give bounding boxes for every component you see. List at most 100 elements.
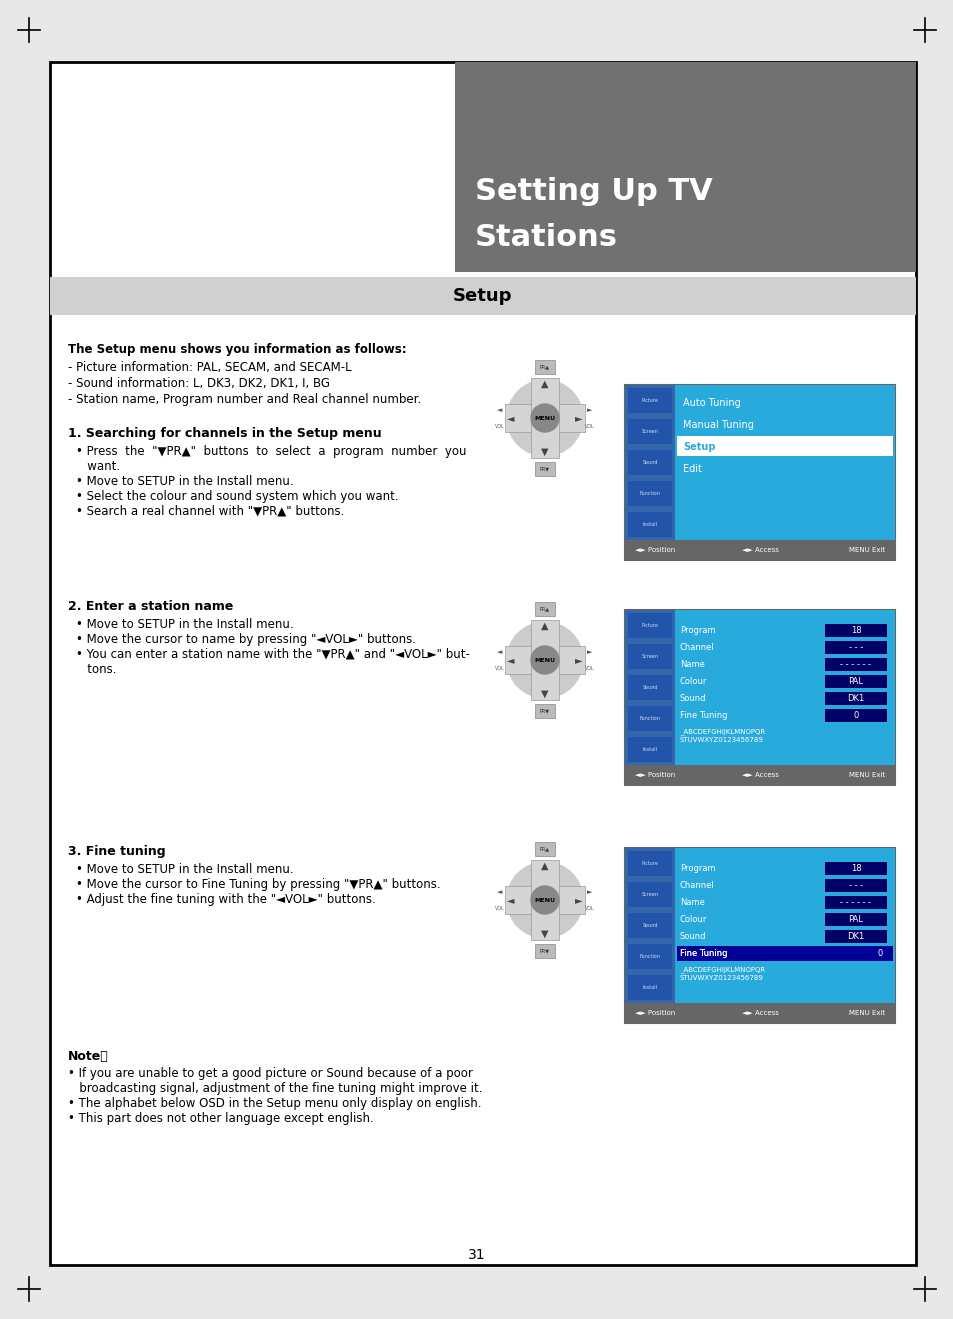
Text: broadcasting signal, adjustment of the fine tuning might improve it.: broadcasting signal, adjustment of the f… (68, 1082, 482, 1095)
Text: ◄► Access: ◄► Access (740, 1010, 778, 1016)
Text: _ABCDEFGHIJKLMNOPQR: _ABCDEFGHIJKLMNOPQR (679, 728, 764, 735)
Circle shape (506, 623, 582, 698)
Text: _ABCDEFGHIJKLMNOPQR: _ABCDEFGHIJKLMNOPQR (679, 966, 764, 972)
Bar (627, 882, 671, 907)
Text: - - -: - - - (848, 881, 862, 890)
Text: Edit: Edit (682, 464, 701, 474)
Bar (627, 944, 671, 969)
Text: Screen: Screen (640, 429, 658, 434)
Text: Colour: Colour (679, 915, 706, 925)
Text: MENU: MENU (534, 415, 555, 421)
Bar (624, 609, 894, 785)
Bar (624, 539, 894, 561)
Text: STUVWXYZ0123456789: STUVWXYZ0123456789 (679, 975, 763, 981)
Text: ◄: ◄ (497, 649, 502, 656)
Text: ►: ► (587, 649, 592, 656)
Text: ◄: ◄ (507, 413, 515, 423)
Text: PR▼: PR▼ (539, 708, 550, 714)
Text: VOL: VOL (584, 666, 595, 670)
Text: PR▼: PR▼ (539, 467, 550, 471)
Bar (535, 944, 555, 958)
Text: • The alphabet below OSD in the Setup menu only display on english.: • The alphabet below OSD in the Setup me… (68, 1097, 481, 1111)
Bar (624, 1002, 894, 1024)
Bar (824, 641, 886, 654)
Text: VOL: VOL (495, 423, 504, 429)
Bar (531, 860, 558, 940)
Text: • Move to SETUP in the Install menu.: • Move to SETUP in the Install menu. (76, 863, 294, 876)
Text: ▼: ▼ (540, 689, 548, 699)
Text: ◄: ◄ (507, 896, 515, 905)
Text: - Sound information: L, DK3, DK2, DK1, I, BG: - Sound information: L, DK3, DK2, DK1, I… (68, 377, 330, 390)
Text: Picture: Picture (640, 623, 658, 628)
Text: VOL: VOL (495, 666, 504, 670)
Bar (504, 404, 584, 433)
Text: Fine Tuning: Fine Tuning (679, 711, 727, 720)
Bar (535, 462, 555, 476)
Bar (535, 704, 555, 718)
Bar (675, 848, 894, 1002)
Bar (504, 646, 584, 674)
Bar (50, 277, 915, 315)
Text: • Select the colour and sound system which you want.: • Select the colour and sound system whi… (76, 489, 398, 503)
Text: ▼: ▼ (540, 929, 548, 939)
Bar (624, 848, 675, 1024)
Text: ▼: ▼ (540, 447, 548, 456)
Bar (624, 385, 675, 561)
Bar (535, 601, 555, 616)
Text: 1. Searching for channels in the Setup menu: 1. Searching for channels in the Setup m… (68, 427, 381, 441)
Text: 2. Enter a station name: 2. Enter a station name (68, 600, 233, 613)
Text: Colour: Colour (679, 677, 706, 686)
Text: VOL: VOL (584, 906, 595, 910)
Text: ◄: ◄ (507, 656, 515, 665)
Bar (624, 765, 894, 785)
Text: Channel: Channel (679, 642, 714, 652)
Text: • Move to SETUP in the Install menu.: • Move to SETUP in the Install menu. (76, 475, 294, 488)
Text: ◄► Position: ◄► Position (635, 1010, 675, 1016)
Bar (824, 692, 886, 704)
Bar (675, 609, 894, 765)
Text: Fine Tuning: Fine Tuning (679, 948, 727, 958)
Circle shape (531, 404, 558, 433)
Bar (535, 360, 555, 375)
Bar (627, 388, 671, 413)
Text: 18: 18 (850, 864, 861, 873)
Circle shape (506, 863, 582, 938)
Text: 18: 18 (850, 627, 861, 634)
Text: PR▼: PR▼ (539, 948, 550, 954)
Bar (824, 878, 886, 892)
Bar (677, 946, 892, 962)
Text: ◄: ◄ (497, 889, 502, 896)
Text: - Station name, Program number and Real channel number.: - Station name, Program number and Real … (68, 393, 421, 406)
Text: Function: Function (639, 716, 659, 721)
Bar (627, 706, 671, 731)
Bar (627, 419, 671, 445)
Text: STUVWXYZ0123456789: STUVWXYZ0123456789 (679, 737, 763, 743)
Bar (627, 913, 671, 938)
Text: Channel: Channel (679, 881, 714, 890)
Text: • If you are unable to get a good picture or Sound because of a poor: • If you are unable to get a good pictur… (68, 1067, 473, 1080)
Text: Sound: Sound (641, 685, 657, 690)
Bar (627, 675, 671, 700)
Bar (531, 379, 558, 458)
Text: 3. Fine tuning: 3. Fine tuning (68, 845, 166, 857)
Text: Install: Install (642, 985, 657, 991)
Bar (504, 886, 584, 914)
Text: PAL: PAL (847, 677, 862, 686)
Text: Function: Function (639, 954, 659, 959)
Circle shape (506, 380, 582, 456)
Text: • Move the cursor to name by pressing "◄VOL►" buttons.: • Move the cursor to name by pressing "◄… (76, 633, 416, 646)
Text: ►: ► (575, 656, 582, 665)
Bar (675, 385, 894, 539)
Text: • You can enter a station name with the "▼PR▲" and "◄VOL►" but-: • You can enter a station name with the … (76, 648, 470, 661)
Text: tons.: tons. (76, 663, 116, 677)
Text: ▲: ▲ (540, 861, 548, 871)
Text: Sound: Sound (641, 460, 657, 466)
Bar (824, 863, 886, 874)
Text: MENU Exit: MENU Exit (848, 772, 884, 778)
Bar (824, 710, 886, 721)
Text: • Press  the  "▼PR▲"  buttons  to  select  a  program  number  you: • Press the "▼PR▲" buttons to select a p… (76, 445, 466, 458)
Bar (531, 620, 558, 700)
Bar (824, 930, 886, 943)
Text: Name: Name (679, 660, 704, 669)
Bar (627, 481, 671, 506)
